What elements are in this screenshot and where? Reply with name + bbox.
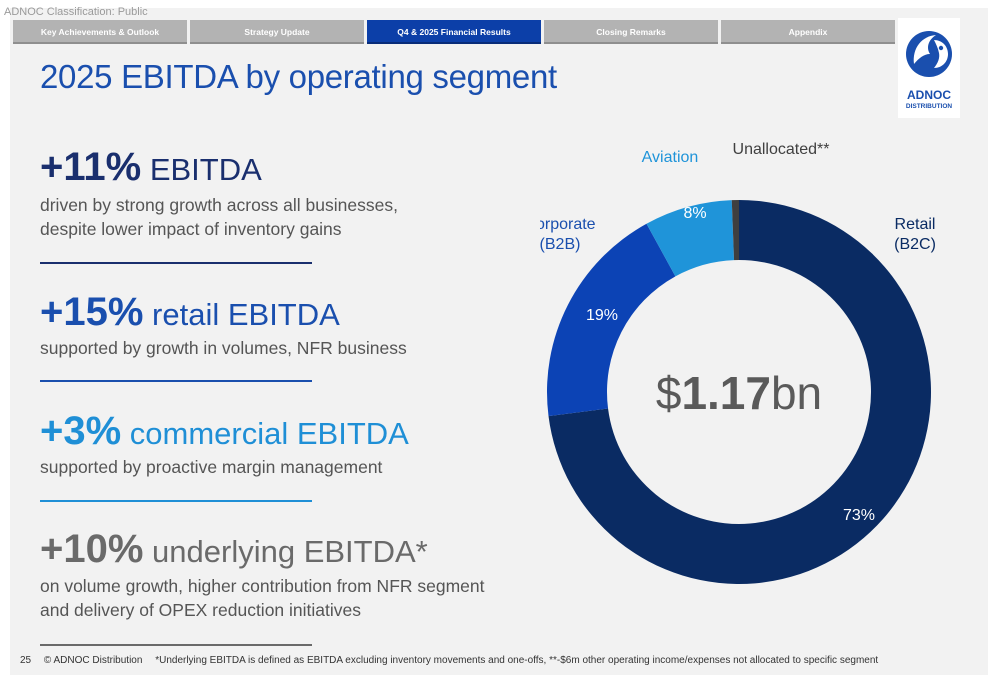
donut-pct-label-corporate: 19% — [586, 307, 618, 324]
falcon-icon — [906, 31, 952, 77]
divider-2 — [40, 380, 312, 382]
divider-3 — [40, 500, 312, 502]
slide-background — [10, 8, 988, 675]
page-number: 25 — [20, 655, 32, 666]
kpi-ebitda-desc-line1: driven by strong growth across all busin… — [40, 195, 398, 215]
donut-category-label-retail-line1: Retail — [895, 216, 936, 233]
classification-label: ADNOC Classification: Public — [4, 6, 148, 18]
kpi-ebitda-desc-line2: despite lower impact of inventory gains — [40, 219, 342, 239]
kpi-ebitda-desc: driven by strong growth across all busin… — [40, 193, 398, 241]
kpi-retail-desc: supported by growth in volumes, NFR busi… — [40, 336, 407, 360]
logo-name: ADNOC — [907, 88, 951, 102]
kpi-commercial: +3% commercial EBITDA — [40, 409, 409, 454]
kpi-underlying-label: underlying EBITDA* — [143, 534, 428, 569]
donut-slice-corporate — [547, 223, 676, 417]
tab-key-achievements[interactable]: Key Achievements & Outlook — [13, 20, 187, 44]
footnote-text: *Underlying EBITDA is defined as EBITDA … — [155, 655, 879, 666]
tab-strategy-update[interactable]: Strategy Update — [190, 20, 364, 44]
kpi-retail-label: retail EBITDA — [143, 297, 340, 332]
donut-pct-label-retail: 73% — [843, 507, 875, 524]
donut-category-label-corporate-line2: (B2B) — [540, 236, 580, 253]
donut-category-label-aviation: Aviation — [642, 149, 699, 166]
tab-appendix[interactable]: Appendix — [721, 20, 895, 44]
divider-1 — [40, 262, 312, 264]
kpi-underlying-desc: on volume growth, higher contribution fr… — [40, 574, 485, 622]
kpi-underlying: +10% underlying EBITDA* — [40, 527, 428, 572]
kpi-ebitda-pct: +11% — [40, 145, 142, 189]
kpi-underlying-desc-line2: and delivery of OPEX reduction initiativ… — [40, 600, 361, 620]
donut-pct-label-aviation: 8% — [683, 205, 706, 222]
tab-financial-results[interactable]: Q4 & 2025 Financial Results — [367, 20, 541, 44]
copyright-text: © ADNOC Distribution — [43, 655, 143, 666]
kpi-underlying-desc-line1: on volume growth, higher contribution fr… — [40, 576, 485, 596]
logo-subtitle: DISTRIBUTION — [905, 103, 953, 110]
kpi-commercial-desc: supported by proactive margin management — [40, 455, 382, 479]
page-title: 2025 EBITDA by operating segment — [40, 58, 557, 95]
adnoc-logo: ADNOC DISTRIBUTION — [898, 18, 960, 118]
donut-category-label-retail-line2: (B2C) — [894, 236, 936, 253]
donut-category-label-unallocated: Unallocated** — [733, 141, 830, 158]
kpi-commercial-desc-line1: supported by proactive margin management — [40, 457, 383, 477]
donut-slice-unallocated — [731, 200, 739, 261]
ebitda-donut-chart: 73% Retail (B2C) 19% Corporate (B2B) 8% Aviatio… — [540, 141, 936, 585]
kpi-commercial-label: commercial EBITDA — [121, 416, 409, 451]
kpi-retail: +15% retail EBITDA — [40, 290, 340, 335]
kpi-ebitda: +11% EBITDA — [40, 145, 262, 190]
donut-category-label-corporate-line1: Corporate — [540, 216, 596, 233]
donut-slice-aviation — [646, 200, 735, 277]
kpi-retail-desc-line1: supported by growth in volumes, NFR busi… — [40, 338, 407, 358]
donut-center-total: $1.17bn — [656, 367, 822, 419]
kpi-retail-pct: +15% — [40, 290, 144, 334]
divider-4 — [40, 644, 312, 646]
donut-slice-retail — [548, 200, 931, 585]
tab-closing-remarks[interactable]: Closing Remarks — [544, 20, 718, 44]
kpi-underlying-pct: +10% — [40, 527, 144, 571]
kpi-ebitda-label: EBITDA — [141, 152, 262, 187]
kpi-commercial-pct: +3% — [40, 409, 122, 453]
footer: 25 © ADNOC Distribution *Underlying EBIT… — [20, 655, 888, 666]
